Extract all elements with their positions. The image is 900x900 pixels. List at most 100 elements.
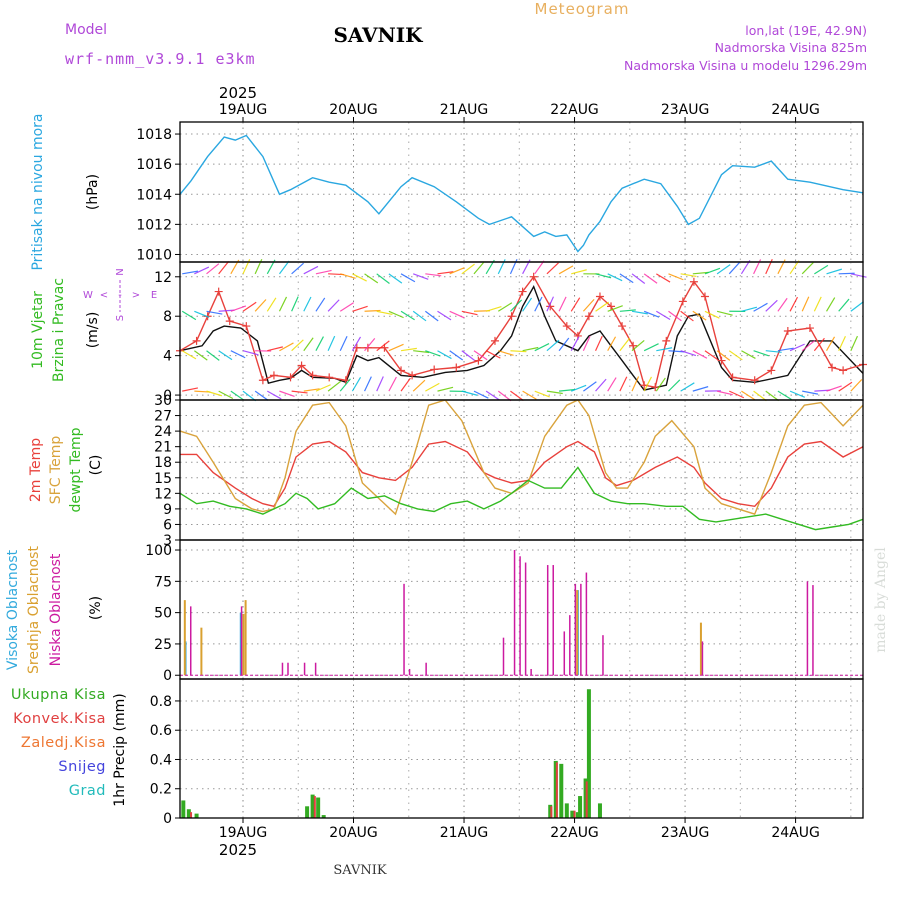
top-day-label: 22AUG (550, 102, 599, 118)
wind-arrow (278, 296, 288, 312)
wind-arrow (461, 263, 475, 275)
wind-arrow (716, 390, 733, 396)
wind-arrow (242, 390, 257, 402)
wind-arrow (218, 390, 234, 400)
series-line-temperature-1 (179, 399, 864, 516)
wind-arrow (534, 296, 543, 312)
gust-marker (408, 371, 417, 380)
gust-marker (507, 312, 516, 321)
wind-arrow (485, 390, 500, 401)
wind-arrow (582, 298, 595, 312)
wind-arrow (838, 335, 846, 351)
wind-arrow (728, 350, 743, 361)
bar-clouds-0 (808, 675, 811, 676)
gust-marker (767, 366, 776, 375)
wind-arrow (643, 343, 659, 352)
wind-arrow (388, 343, 404, 352)
wind-arrow (473, 350, 488, 361)
wind-arrow (619, 376, 628, 392)
wind-arrow (206, 263, 220, 275)
bar-clouds-1 (183, 600, 186, 676)
bottom-day-label: 23AUG (661, 825, 710, 841)
bar-clouds-2 (546, 565, 549, 676)
wind-arrow (789, 260, 800, 275)
wind-arrow (643, 310, 660, 318)
wind-arrow (412, 273, 429, 280)
bar-precipitation-0 (194, 813, 199, 818)
gust-marker (192, 336, 201, 345)
bar-precipitation-1 (190, 812, 193, 818)
wind-arrow (789, 296, 799, 312)
bar-precipitation-0 (548, 804, 553, 818)
wind-arrow (461, 350, 475, 361)
wind-arrow (510, 299, 523, 312)
series-line-wind-0 (179, 284, 864, 391)
wind-arrow (485, 350, 501, 359)
gust-marker (474, 356, 483, 365)
wind-arrow (425, 350, 441, 357)
wind-arrow (570, 297, 581, 312)
pressure-axis-title: Pritisak na nivou mora (30, 113, 46, 270)
wind-arrow (668, 379, 681, 392)
wind-arrow (558, 265, 574, 275)
gust-marker (325, 373, 334, 382)
y-tick-label: 21 (154, 440, 172, 456)
y-tick-label: 0 (163, 668, 172, 684)
wind-arrow (680, 382, 695, 392)
wind-arrow (741, 390, 756, 401)
pressure-unit: (hPa) (85, 174, 101, 210)
precip-legend-1: Konvek.Kisa (13, 711, 106, 727)
wind-arrow (631, 376, 640, 392)
wind-arrow (388, 376, 397, 392)
wind-arrow (230, 305, 247, 312)
wind-arrow (497, 390, 512, 402)
wind-arrow (534, 260, 545, 275)
bar-clouds-2 (519, 556, 521, 676)
y-tick-label: 4 (163, 349, 172, 365)
gust-marker (750, 376, 759, 385)
gust-marker (828, 363, 837, 372)
wind-arrow (582, 335, 591, 351)
wind-arrow (291, 296, 299, 312)
wind-arrow (400, 347, 417, 352)
wind-arrow (327, 299, 340, 312)
wind-arrow (400, 310, 415, 321)
wind-arrow (813, 296, 822, 312)
wind-arrow (351, 377, 362, 392)
panel-frame (179, 121, 864, 263)
wind-arrow (692, 386, 709, 392)
bar-clouds-2 (602, 635, 604, 676)
bar-clouds-2 (303, 662, 306, 676)
y-tick-label: 3 (163, 533, 172, 549)
gust-marker (662, 336, 671, 345)
bar-precipitation-0 (321, 815, 326, 818)
wind-arrow (801, 296, 810, 312)
wind-arrow (595, 378, 607, 392)
wind-arrow (364, 376, 372, 392)
wind-arrow (571, 269, 587, 275)
wind-arrow (279, 342, 294, 352)
y-tick-label: 0.4 (150, 752, 172, 768)
wind-arrow (352, 273, 367, 282)
bar-precipitation-0 (181, 800, 186, 818)
wind-arrow (777, 297, 788, 312)
wind-arrow (704, 310, 720, 319)
bar-clouds-2 (425, 662, 427, 676)
panel-wind: 0 4 8 12 (154, 258, 867, 404)
panel-frame (179, 539, 864, 680)
y-tick-label: 27 (154, 409, 172, 425)
wind-arrow (765, 299, 778, 312)
panel-clouds: 0 25 50 75 100 (145, 539, 864, 684)
series-line-pressure-0 (179, 134, 864, 253)
wind-arrow (643, 376, 653, 392)
wind-arrow (546, 390, 563, 395)
wind-arrow (218, 260, 230, 275)
wind-arrow (656, 310, 671, 321)
wind-arrow (194, 266, 210, 275)
wind-arrow (413, 350, 430, 354)
y-tick-label: 0.6 (150, 723, 172, 739)
bottom-day-label: 19AUG (219, 825, 268, 841)
wind-arrow (546, 339, 560, 352)
y-tick-label: 0 (163, 811, 172, 827)
